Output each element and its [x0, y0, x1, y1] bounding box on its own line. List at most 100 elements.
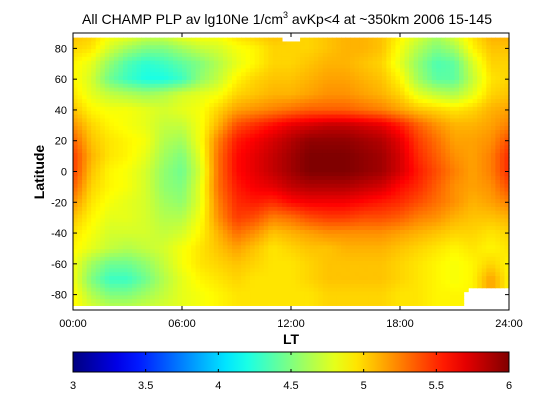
heatmap-cell [82, 206, 88, 212]
heatmap-cell [431, 222, 437, 227]
heatmap-cell [495, 72, 501, 77]
heatmap-cell [245, 137, 251, 143]
heatmap-cell [377, 160, 383, 166]
heatmap-cell [118, 122, 124, 127]
heatmap-cell [250, 199, 256, 204]
heatmap-cell [386, 76, 392, 81]
heatmap-cell [231, 176, 238, 181]
heatmap-cell [291, 164, 297, 170]
heatmap-cell [227, 176, 233, 181]
heatmap-cell [213, 87, 219, 93]
heatmap-cell [136, 87, 142, 93]
heatmap-cell [191, 60, 197, 66]
heatmap-cell [286, 179, 292, 185]
heatmap-cell [254, 172, 260, 177]
heatmap-cell [454, 187, 460, 193]
heatmap-cell [372, 203, 378, 208]
heatmap-cell [395, 133, 401, 139]
heatmap-cell [331, 187, 338, 193]
heatmap-cell [204, 72, 210, 77]
heatmap-cell [413, 103, 419, 108]
heatmap-cell [345, 172, 351, 177]
heatmap-cell [95, 122, 101, 127]
heatmap-cell [336, 222, 342, 227]
heatmap-cell [136, 41, 142, 46]
heatmap-cell [136, 56, 142, 62]
heatmap-cell [277, 79, 283, 85]
heatmap-cell [431, 137, 437, 143]
heatmap-cell [345, 99, 351, 104]
heatmap-cell [231, 72, 238, 77]
heatmap-cell [400, 41, 406, 46]
heatmap-cell [231, 164, 238, 170]
heatmap-cell [449, 53, 456, 58]
heatmap-cell [86, 99, 92, 104]
heatmap-cell [363, 206, 369, 212]
heatmap-cell [91, 49, 97, 54]
heatmap-cell [150, 168, 156, 173]
heatmap-cell [82, 156, 88, 162]
heatmap-cell [459, 141, 465, 146]
heatmap-cell [477, 141, 483, 146]
heatmap-cell [122, 141, 129, 146]
heatmap-cell [331, 149, 338, 154]
heatmap-cell [268, 103, 274, 108]
heatmap-cell [82, 118, 88, 123]
heatmap-cell [77, 222, 83, 227]
heatmap-cell [204, 206, 210, 212]
heatmap-cell [82, 99, 88, 104]
heatmap-cell [481, 129, 487, 135]
heatmap-cell [141, 168, 147, 173]
heatmap-cell [231, 79, 238, 85]
heatmap-cell [504, 68, 510, 73]
heatmap-cell [472, 226, 478, 231]
heatmap-cell [159, 56, 165, 62]
heatmap-cell [168, 129, 174, 135]
heatmap-cell [200, 106, 206, 112]
heatmap-cell [350, 141, 356, 146]
heatmap-cell [191, 183, 197, 189]
heatmap-cell [413, 195, 419, 200]
heatmap-cell [245, 45, 251, 50]
heatmap-cell [499, 226, 506, 231]
heatmap-cell [268, 56, 274, 62]
heatmap-cell [104, 41, 110, 46]
heatmap-cell [100, 129, 106, 135]
heatmap-cell [300, 99, 306, 104]
heatmap-cell [400, 103, 406, 108]
heatmap-cell [331, 72, 338, 77]
heatmap-cell [136, 187, 142, 193]
heatmap-cell [82, 176, 88, 181]
heatmap-cell [431, 168, 437, 173]
heatmap-cell [272, 229, 278, 235]
heatmap-cell [218, 37, 224, 43]
heatmap-cell [486, 218, 492, 223]
heatmap-cell [350, 164, 356, 170]
heatmap-cell [463, 164, 469, 170]
heatmap-cell [277, 45, 283, 50]
heatmap-cell [336, 49, 342, 54]
heatmap-cell [222, 91, 229, 96]
heatmap-cell [200, 137, 206, 143]
heatmap-cell [440, 168, 447, 173]
heatmap-cell [336, 160, 342, 166]
heatmap-cell [277, 137, 283, 143]
heatmap-cell [336, 145, 342, 150]
heatmap-cell [463, 49, 469, 54]
heatmap-cell [313, 114, 319, 120]
heatmap-cell [345, 168, 351, 173]
heatmap-cell [241, 103, 247, 108]
heatmap-cell [191, 68, 197, 73]
heatmap-cell [504, 72, 510, 77]
heatmap-cell [331, 126, 338, 131]
heatmap-cell [241, 56, 247, 62]
heatmap-cell [459, 83, 465, 89]
heatmap-cell [263, 199, 269, 204]
heatmap-cell [359, 91, 365, 96]
heatmap-cell [195, 60, 201, 66]
heatmap-cell [472, 191, 478, 196]
heatmap-cell [195, 203, 201, 208]
heatmap-cell [499, 41, 506, 46]
heatmap-cell [222, 72, 229, 77]
heatmap-cell [449, 118, 456, 123]
